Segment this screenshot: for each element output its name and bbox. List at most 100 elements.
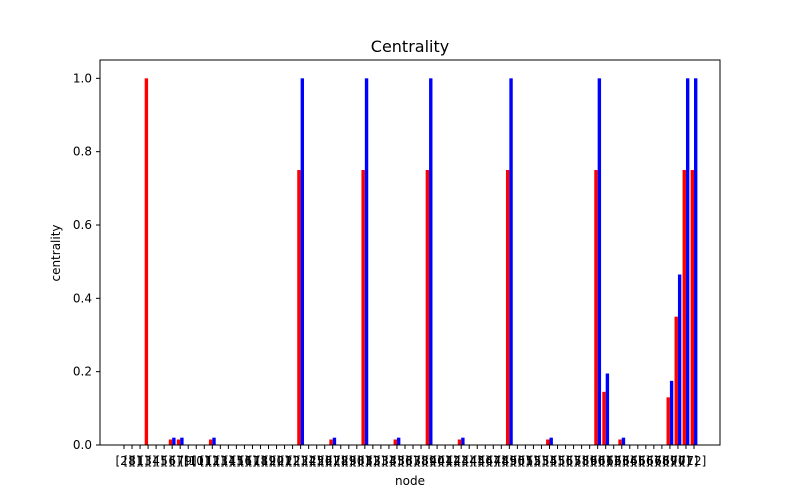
bar-red — [690, 170, 694, 445]
x-tick-label: [33] — [369, 454, 394, 468]
x-tick-label: [44] — [457, 454, 482, 468]
x-tick-label: [51] — [513, 454, 538, 468]
x-tick-label: [5] — [156, 454, 173, 468]
bar-blue — [677, 274, 682, 445]
x-tick-label: [72] — [682, 454, 707, 468]
x-tick-label: [4] — [148, 454, 165, 468]
bar-blue — [396, 437, 401, 445]
x-tick-label: [46] — [473, 454, 498, 468]
bar-red — [176, 439, 181, 445]
y-tick-label: 0.6 — [73, 218, 92, 232]
y-tick-label: 1.0 — [73, 71, 92, 85]
x-tick-label: [37] — [401, 454, 426, 468]
bar-blue — [549, 437, 553, 445]
x-tick-label: [64] — [617, 454, 642, 468]
bar-blue — [605, 373, 610, 445]
x-tick-label: [69] — [658, 454, 683, 468]
x-tick-label: [20] — [264, 454, 289, 468]
x-tick-label: [25] — [304, 454, 329, 468]
bar-red — [546, 439, 550, 445]
x-tick-label: [71] — [674, 454, 699, 468]
x-tick-label: [10] — [184, 454, 209, 468]
bar-blue — [172, 437, 176, 445]
x-tick-label: [16] — [232, 454, 257, 468]
x-tick-label: [1] — [132, 454, 149, 468]
bar-red — [618, 439, 622, 445]
bar-red — [168, 439, 173, 445]
x-tick-label: [31] — [353, 454, 378, 468]
bar-red — [457, 439, 462, 445]
x-tick-label: [53] — [529, 454, 554, 468]
x-tick-label: [35] — [385, 454, 410, 468]
bar-blue — [621, 437, 626, 445]
bar-red — [602, 391, 606, 445]
bar-red — [208, 439, 213, 445]
x-tick-label: [18] — [248, 454, 273, 468]
x-tick-label: [2] — [116, 454, 133, 468]
x-tick-label: [45] — [465, 454, 490, 468]
y-axis-label: centrality — [49, 224, 63, 281]
bar-red — [361, 170, 365, 445]
bar-blue — [597, 78, 602, 445]
bar-red — [666, 397, 670, 445]
x-axis-label: node — [395, 474, 425, 488]
x-tick-label: [32] — [361, 454, 386, 468]
x-tick-label: [56] — [553, 454, 578, 468]
x-tick-label: [29] — [336, 454, 361, 468]
x-tick-label: [52] — [521, 454, 546, 468]
x-tick-label: [63] — [609, 454, 634, 468]
x-tick-label: [12] — [200, 454, 225, 468]
bar-red — [393, 439, 397, 445]
x-tick-label: [61] — [593, 454, 618, 468]
bar-blue — [694, 78, 698, 445]
x-tick-label: [3] — [140, 454, 157, 468]
bar-blue — [461, 437, 465, 445]
x-tick-label: [41] — [433, 454, 458, 468]
x-tick-label: [59] — [577, 454, 602, 468]
y-tick-label: 0.4 — [73, 291, 92, 305]
x-tick-label: [22] — [280, 454, 305, 468]
x-tick-label: [21] — [272, 454, 297, 468]
x-tick-label: [70] — [666, 454, 691, 468]
bar-red — [329, 439, 333, 445]
bar-blue — [212, 437, 216, 445]
bar-blue — [364, 78, 369, 445]
x-tick-label: [26] — [312, 454, 337, 468]
x-tick-label: [38] — [409, 454, 434, 468]
x-tick-label: [30] — [344, 454, 369, 468]
bar-red — [425, 170, 430, 445]
bar-blue — [429, 78, 433, 445]
x-tick-label: [65] — [625, 454, 650, 468]
bar-red — [682, 170, 686, 445]
bar-blue — [685, 78, 690, 445]
x-tick-label: [7] — [172, 454, 189, 468]
x-tick-label: [43] — [449, 454, 474, 468]
chart-title: Centrality — [371, 37, 449, 56]
x-tick-label: [23] — [288, 454, 313, 468]
y-tick-label: 0.0 — [73, 438, 92, 452]
bar-blue — [300, 78, 305, 445]
x-tick-label: [40] — [425, 454, 450, 468]
y-tick-label: 0.2 — [73, 365, 92, 379]
x-tick-label: [27] — [320, 454, 345, 468]
x-tick-label: [55] — [545, 454, 570, 468]
x-tick-label: [58] — [569, 454, 594, 468]
x-tick-label: [66] — [634, 454, 659, 468]
x-tick-label: [28] — [328, 454, 353, 468]
bar-blue — [332, 437, 337, 445]
x-tick-label: [57] — [561, 454, 586, 468]
bar-red — [505, 170, 510, 445]
bars-group — [144, 78, 698, 445]
x-tick-label: [19] — [256, 454, 281, 468]
x-tick-label: [11] — [192, 454, 217, 468]
x-tick-label: [48] — [489, 454, 514, 468]
x-tick-label: [62] — [601, 454, 626, 468]
x-tick-label: [9] — [180, 454, 197, 468]
plot-frame — [99, 59, 721, 446]
y-axis: 0.0 0.2 0.4 0.6 0.8 1.0 — [73, 71, 100, 452]
bar-blue — [509, 78, 513, 445]
x-axis: [2][8][1][3][4][5][6][7][9][10][11][12][… — [116, 445, 707, 468]
x-tick-label: [8] — [124, 454, 141, 468]
y-tick-label: 0.8 — [73, 145, 92, 159]
